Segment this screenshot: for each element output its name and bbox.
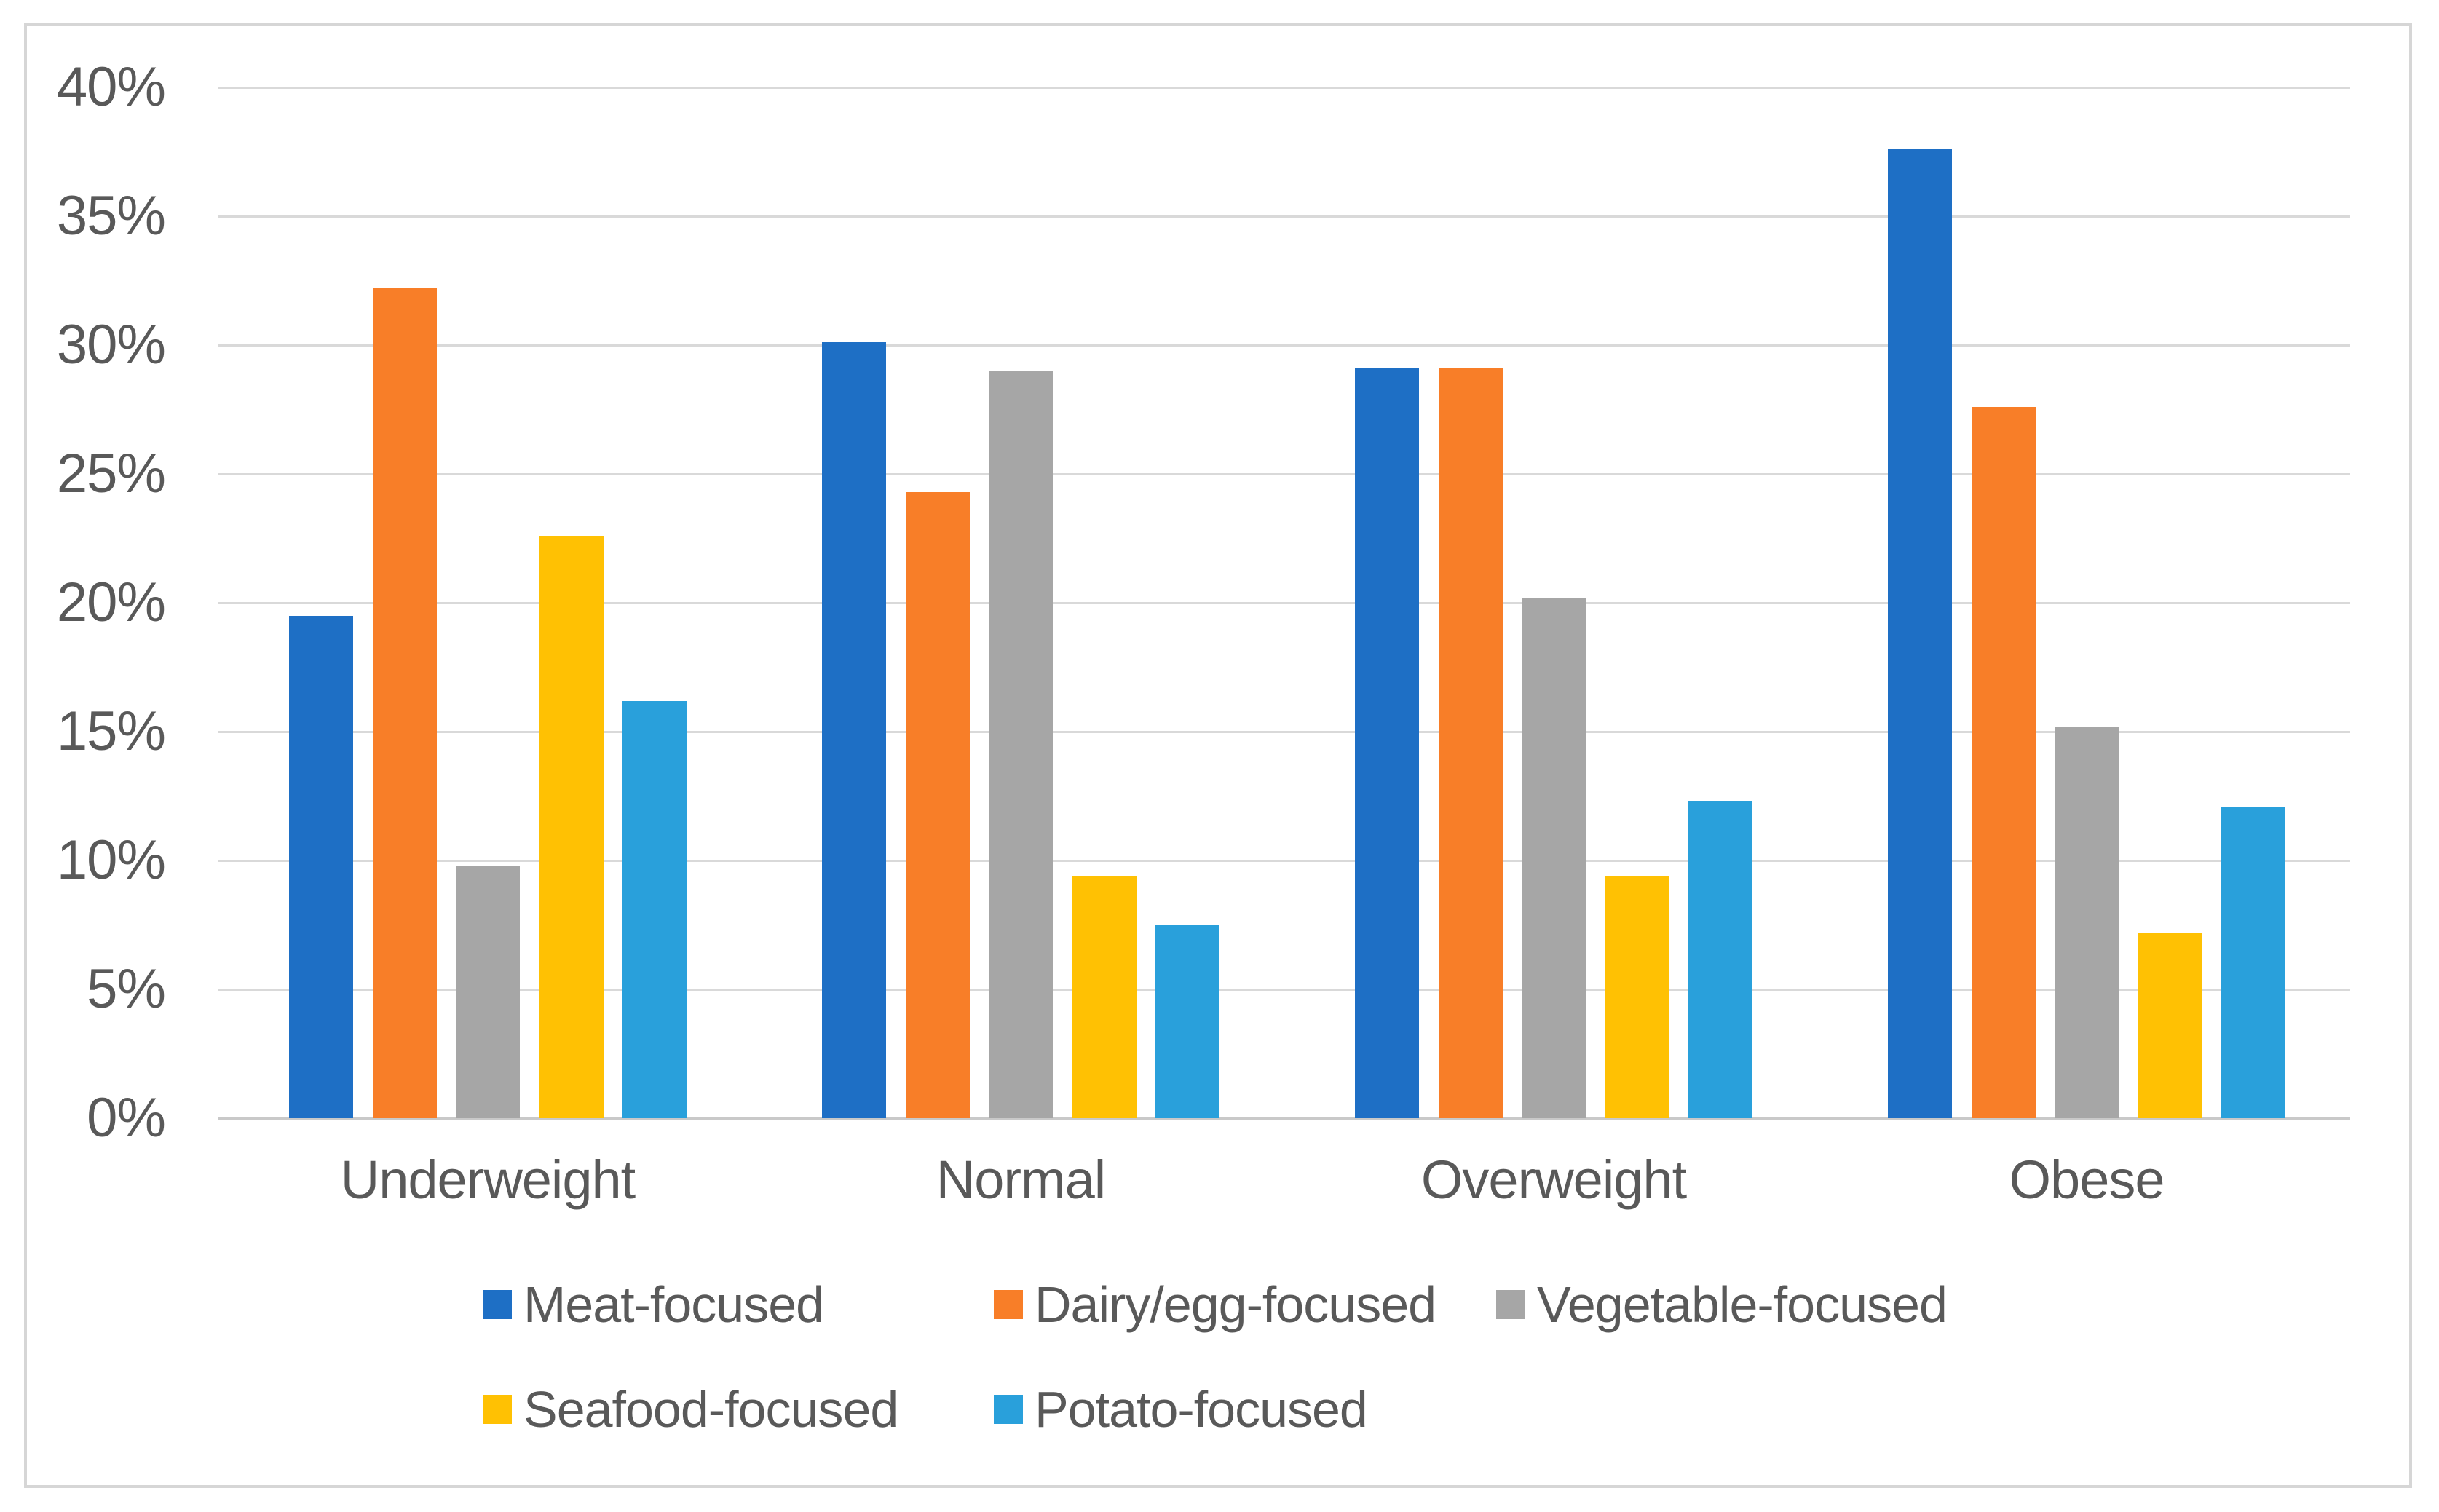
y-tick-label-35: 35% [56,185,166,247]
legend-color-swatch-seafood-focused [483,1395,512,1424]
bar-meat-focused-underweight [289,616,353,1118]
legend-label-seafood-focused: Seafood-focused [523,1381,898,1438]
gridline-5 [218,989,2350,991]
x-axis-label-obese: Obese [2009,1149,2165,1210]
y-tick-label-5: 5% [87,958,166,1020]
legend-item-meat-focused: Meat-focused [483,1274,824,1335]
gridline-30 [218,344,2350,347]
gridline-20 [218,602,2350,604]
bar-dairy-egg-focused-normal [906,492,970,1118]
legend-color-swatch-dairy-egg-focused [994,1290,1023,1319]
legend-item-vegetable-focused: Vegetable-focused [1496,1274,1948,1335]
bar-seafood-focused-overweight [1605,876,1669,1118]
bar-potato-focused-overweight [1688,801,1752,1118]
bar-dairy-egg-focused-obese [1972,407,2036,1118]
bar-meat-focused-overweight [1355,368,1419,1118]
legend-color-swatch-vegetable-focused [1496,1290,1525,1319]
bar-potato-focused-underweight [622,701,687,1118]
legend-item-seafood-focused: Seafood-focused [483,1379,898,1440]
gridline-25 [218,473,2350,475]
bar-vegetable-focused-overweight [1522,598,1586,1118]
y-tick-label-0: 0% [87,1087,166,1149]
gridline-40 [218,87,2350,89]
gridline-10 [218,860,2350,862]
legend-color-swatch-meat-focused [483,1290,512,1319]
y-tick-label-15: 15% [56,700,166,762]
bar-seafood-focused-underweight [539,536,604,1118]
legend-label-meat-focused: Meat-focused [523,1276,824,1333]
y-tick-label-10: 10% [56,829,166,891]
bar-dairy-egg-focused-overweight [1439,368,1503,1118]
y-tick-label-40: 40% [56,56,166,118]
bar-seafood-focused-obese [2138,933,2202,1118]
bar-dairy-egg-focused-underweight [373,288,437,1118]
bar-vegetable-focused-underweight [456,866,520,1118]
legend-item-potato-focused: Potato-focused [994,1379,1368,1440]
gridline-15 [218,731,2350,733]
legend-label-dairy-egg-focused: Dairy/egg-focused [1035,1276,1436,1333]
bar-meat-focused-obese [1888,149,1952,1118]
y-tick-label-25: 25% [56,443,166,504]
legend-item-dairy-egg-focused: Dairy/egg-focused [994,1274,1436,1335]
x-axis-label-overweight: Overweight [1420,1149,1687,1210]
legend-label-vegetable-focused: Vegetable-focused [1537,1276,1948,1333]
bar-potato-focused-obese [2221,807,2285,1118]
legend-color-swatch-potato-focused [994,1395,1023,1424]
x-axis-line [218,1117,2350,1120]
figure-border [24,23,2412,1488]
y-tick-label-30: 30% [56,314,166,376]
bar-potato-focused-normal [1155,925,1220,1118]
bar-vegetable-focused-obese [2055,727,2119,1118]
bar-seafood-focused-normal [1072,876,1137,1118]
legend-label-potato-focused: Potato-focused [1035,1381,1368,1438]
bar-meat-focused-normal [822,342,886,1118]
x-axis-label-underweight: Underweight [340,1149,636,1210]
y-tick-label-20: 20% [56,571,166,633]
x-axis-label-normal: Normal [936,1149,1106,1210]
bar-vegetable-focused-normal [989,371,1053,1118]
gridline-35 [218,215,2350,218]
